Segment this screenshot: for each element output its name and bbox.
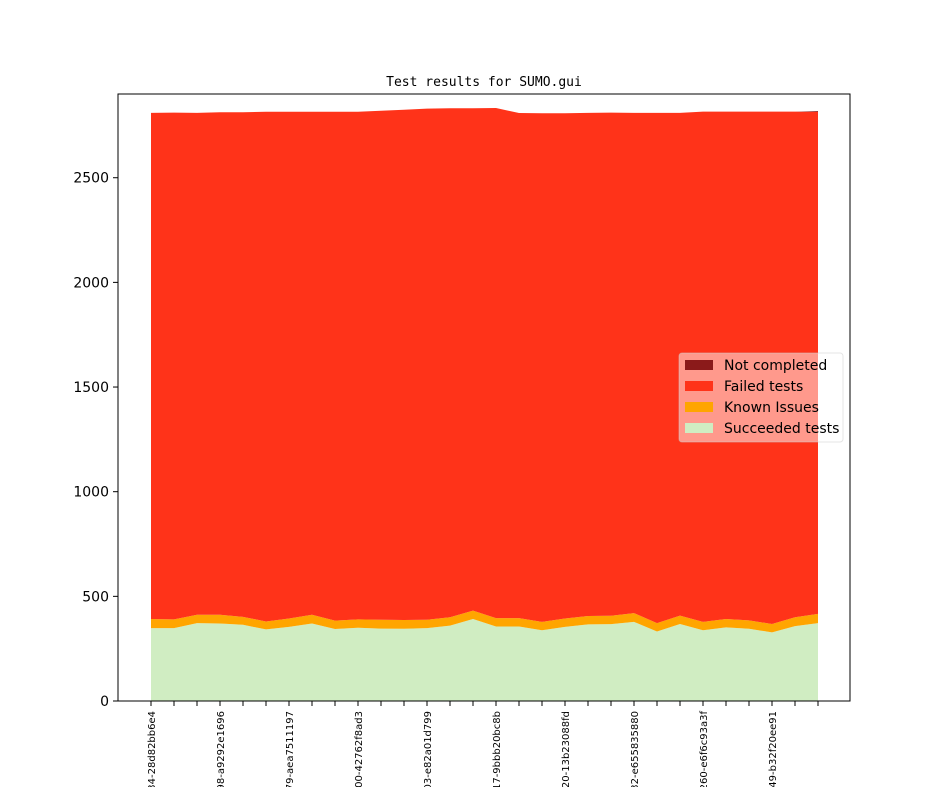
x-tick-label: 00-42762f8ad3 <box>354 711 365 787</box>
x-tick-label: 49-b32f20ee91 <box>768 711 779 787</box>
x-tick-label: 17-9bbb20bc8b <box>492 711 503 787</box>
legend-box <box>678 352 844 443</box>
legend-swatch-succeeded-tests <box>685 423 713 433</box>
legend-swatch-known-issues <box>685 402 713 412</box>
y-tick-label: 2000 <box>73 275 109 291</box>
plot-frame <box>117 93 851 702</box>
legend-label-known-issues: Known Issues <box>724 400 819 416</box>
legend-label-succeeded-tests: Succeeded tests <box>724 421 839 437</box>
y-tick-label: 1500 <box>73 380 109 396</box>
legend-label-failed-tests: Failed tests <box>724 379 803 395</box>
x-tick-label: 260-e6f6c93a3f <box>699 711 710 787</box>
y-tick-label: 0 <box>100 694 109 710</box>
chart-title: Test results for SUMO.gui <box>386 75 582 90</box>
x-tick-label: 20-13b23088fd <box>561 711 572 787</box>
y-tick-label: 2500 <box>73 171 109 187</box>
y-axis: 0 500 1000 1500 2000 2500 <box>73 171 118 710</box>
y-tick-label: 1000 <box>73 485 109 501</box>
x-tick-label: 79-aea7511197 <box>285 711 296 787</box>
x-axis: 34-28d82bb6e4 98-a9292e1696 79-aea7511197 0… <box>147 701 819 791</box>
x-tick-label: 34-28d82bb6e4 <box>147 711 158 787</box>
legend-swatch-failed-tests <box>685 381 713 391</box>
area-known-issues <box>151 610 818 633</box>
legend: Not completed Failed tests Known Issues Suc… <box>678 352 844 443</box>
area-succeeded-tests <box>151 618 818 701</box>
y-tick-label: 500 <box>82 589 109 605</box>
legend-swatch-not-completed <box>685 360 713 370</box>
x-tick-label: 98-a9292e1696 <box>216 711 227 787</box>
x-tick-label: 32-e655835880 <box>630 711 641 787</box>
x-tick-label: 03-e82a01d799 <box>423 711 434 787</box>
area-failed-tests <box>151 108 818 624</box>
series-areas <box>151 108 818 701</box>
legend-label-not-completed: Not completed <box>724 358 827 374</box>
